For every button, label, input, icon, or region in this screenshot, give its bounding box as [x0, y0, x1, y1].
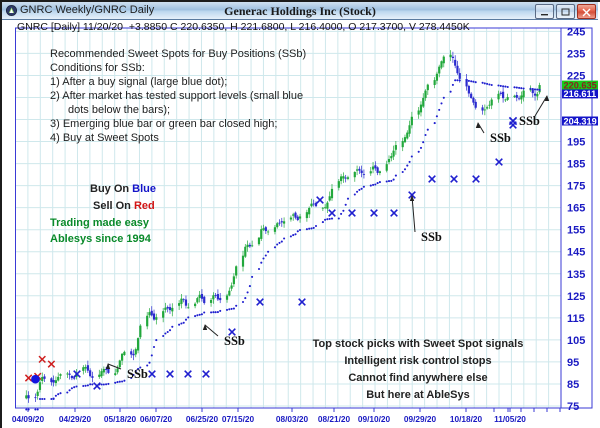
svg-text:10/18/20: 10/18/20	[450, 414, 483, 424]
svg-text:05/18/20: 05/18/20	[104, 414, 137, 424]
svg-text:235: 235	[567, 48, 585, 60]
svg-text:06/07/20: 06/07/20	[140, 414, 173, 424]
svg-text:135: 135	[567, 269, 585, 281]
svg-text:09/29/20: 09/29/20	[404, 414, 437, 424]
svg-text:09/10/20: 09/10/20	[358, 414, 391, 424]
svg-text:85: 85	[567, 379, 579, 391]
svg-text:SSb: SSb	[127, 367, 148, 381]
svg-text:155: 155	[567, 225, 585, 237]
svg-text:08/21/20: 08/21/20	[318, 414, 351, 424]
svg-text:95: 95	[567, 357, 579, 369]
svg-text:11/05/20: 11/05/20	[494, 414, 526, 424]
svg-text:216.611: 216.611	[564, 89, 597, 99]
svg-text:125: 125	[567, 291, 585, 303]
svg-text:07/15/20: 07/15/20	[222, 414, 255, 424]
svg-text:75: 75	[567, 401, 579, 413]
svg-text:08/03/20: 08/03/20	[276, 414, 309, 424]
svg-text:185: 185	[567, 159, 585, 171]
svg-text:175: 175	[567, 181, 585, 193]
svg-text:195: 195	[567, 137, 585, 149]
svg-text:165: 165	[567, 203, 585, 215]
svg-text:SSb: SSb	[490, 131, 511, 145]
svg-text:SSb: SSb	[421, 230, 442, 244]
svg-text:115: 115	[567, 313, 585, 325]
svg-text:04/29/20: 04/29/20	[59, 414, 92, 424]
svg-text:145: 145	[567, 247, 585, 259]
svg-text:204.319: 204.319	[564, 116, 597, 126]
svg-text:04/09/20: 04/09/20	[12, 414, 45, 424]
svg-text:SSb: SSb	[519, 114, 540, 128]
svg-text:SSb: SSb	[224, 334, 245, 348]
svg-text:06/25/20: 06/25/20	[186, 414, 219, 424]
svg-text:105: 105	[567, 335, 585, 347]
